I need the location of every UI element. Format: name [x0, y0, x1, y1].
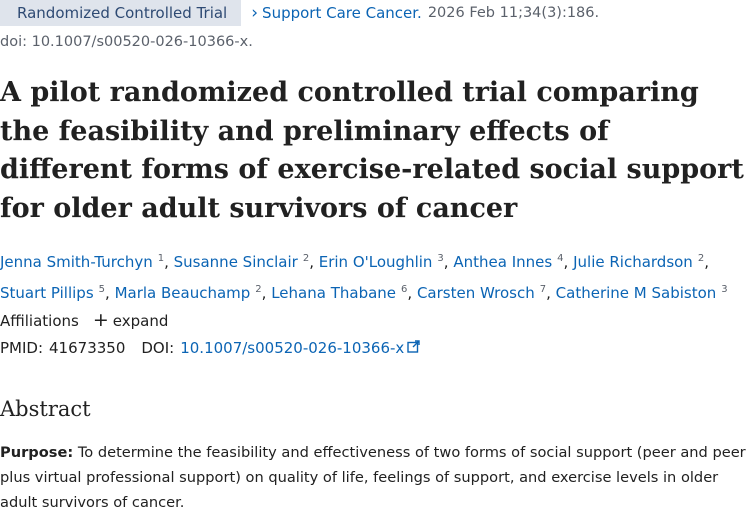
- author-link[interactable]: Stuart Pillips: [0, 284, 94, 302]
- chevron-right-icon: ›: [251, 3, 259, 23]
- affiliations-row: Affiliations + expand: [0, 311, 168, 330]
- citation-date: 2026 Feb 11;34(3):186.: [427, 5, 600, 21]
- author-link[interactable]: Susanne Sinclair: [173, 253, 298, 271]
- author-link[interactable]: Julie Richardson: [573, 253, 693, 271]
- publication-type-badge[interactable]: Randomized Controlled Trial: [0, 0, 242, 26]
- doi-label: DOI:: [141, 339, 175, 357]
- author-link[interactable]: Catherine M Sabiston: [555, 284, 717, 302]
- author-affiliation-number[interactable]: 2: [697, 253, 705, 264]
- author-link[interactable]: Lehana Thabane: [271, 284, 397, 302]
- author-link[interactable]: Marla Beauchamp: [114, 284, 251, 302]
- plus-icon[interactable]: +: [92, 309, 109, 331]
- author-affiliation-number[interactable]: 5: [98, 284, 106, 295]
- purpose-label: Purpose:: [0, 444, 74, 461]
- affiliations-expand-button[interactable]: expand: [112, 311, 169, 330]
- citation-header: Randomized Controlled Trial › Support Ca…: [0, 0, 599, 26]
- journal-link[interactable]: Support Care Cancer.: [262, 4, 422, 22]
- affiliations-label: Affiliations: [0, 311, 79, 330]
- purpose-text: To determine the feasibility and effecti…: [0, 444, 746, 511]
- pmid-value: 41673350: [49, 339, 126, 357]
- pmid-label: PMID:: [0, 339, 44, 357]
- author-affiliation-number[interactable]: 3: [721, 284, 728, 295]
- external-link-icon[interactable]: [407, 339, 420, 357]
- author-link[interactable]: Erin O'Loughlin: [318, 253, 433, 271]
- abstract-text: Purpose: To determine the feasibility an…: [0, 440, 748, 515]
- author-affiliation-number[interactable]: 4: [557, 253, 564, 264]
- author-affiliation-number[interactable]: 6: [401, 284, 408, 295]
- article-title: A pilot randomized controlled trial comp…: [0, 77, 744, 224]
- identifiers-row: PMID: 41673350 DOI: 10.1007/s00520-026-1…: [0, 339, 420, 357]
- author-link[interactable]: Anthea Innes: [453, 253, 553, 271]
- author-affiliation-number[interactable]: 2: [255, 284, 262, 295]
- author-affiliation-number[interactable]: 1: [157, 253, 165, 264]
- author-affiliation-number[interactable]: 3: [437, 253, 444, 264]
- author-link[interactable]: Carsten Wrosch: [416, 284, 535, 302]
- author-affiliation-number[interactable]: 2: [302, 253, 310, 264]
- author-link[interactable]: Jenna Smith-Turchyn: [0, 253, 153, 271]
- doi-link[interactable]: 10.1007/s00520-026-10366-x: [180, 339, 405, 357]
- author-list: Jenna Smith-Turchyn 1, Susanne Sinclair 2,…: [0, 253, 728, 302]
- author-affiliation-number[interactable]: 7: [539, 284, 547, 295]
- abstract-heading: Abstract: [0, 397, 91, 421]
- doi-citation: doi: 10.1007/s00520-026-10366-x.: [0, 34, 253, 50]
